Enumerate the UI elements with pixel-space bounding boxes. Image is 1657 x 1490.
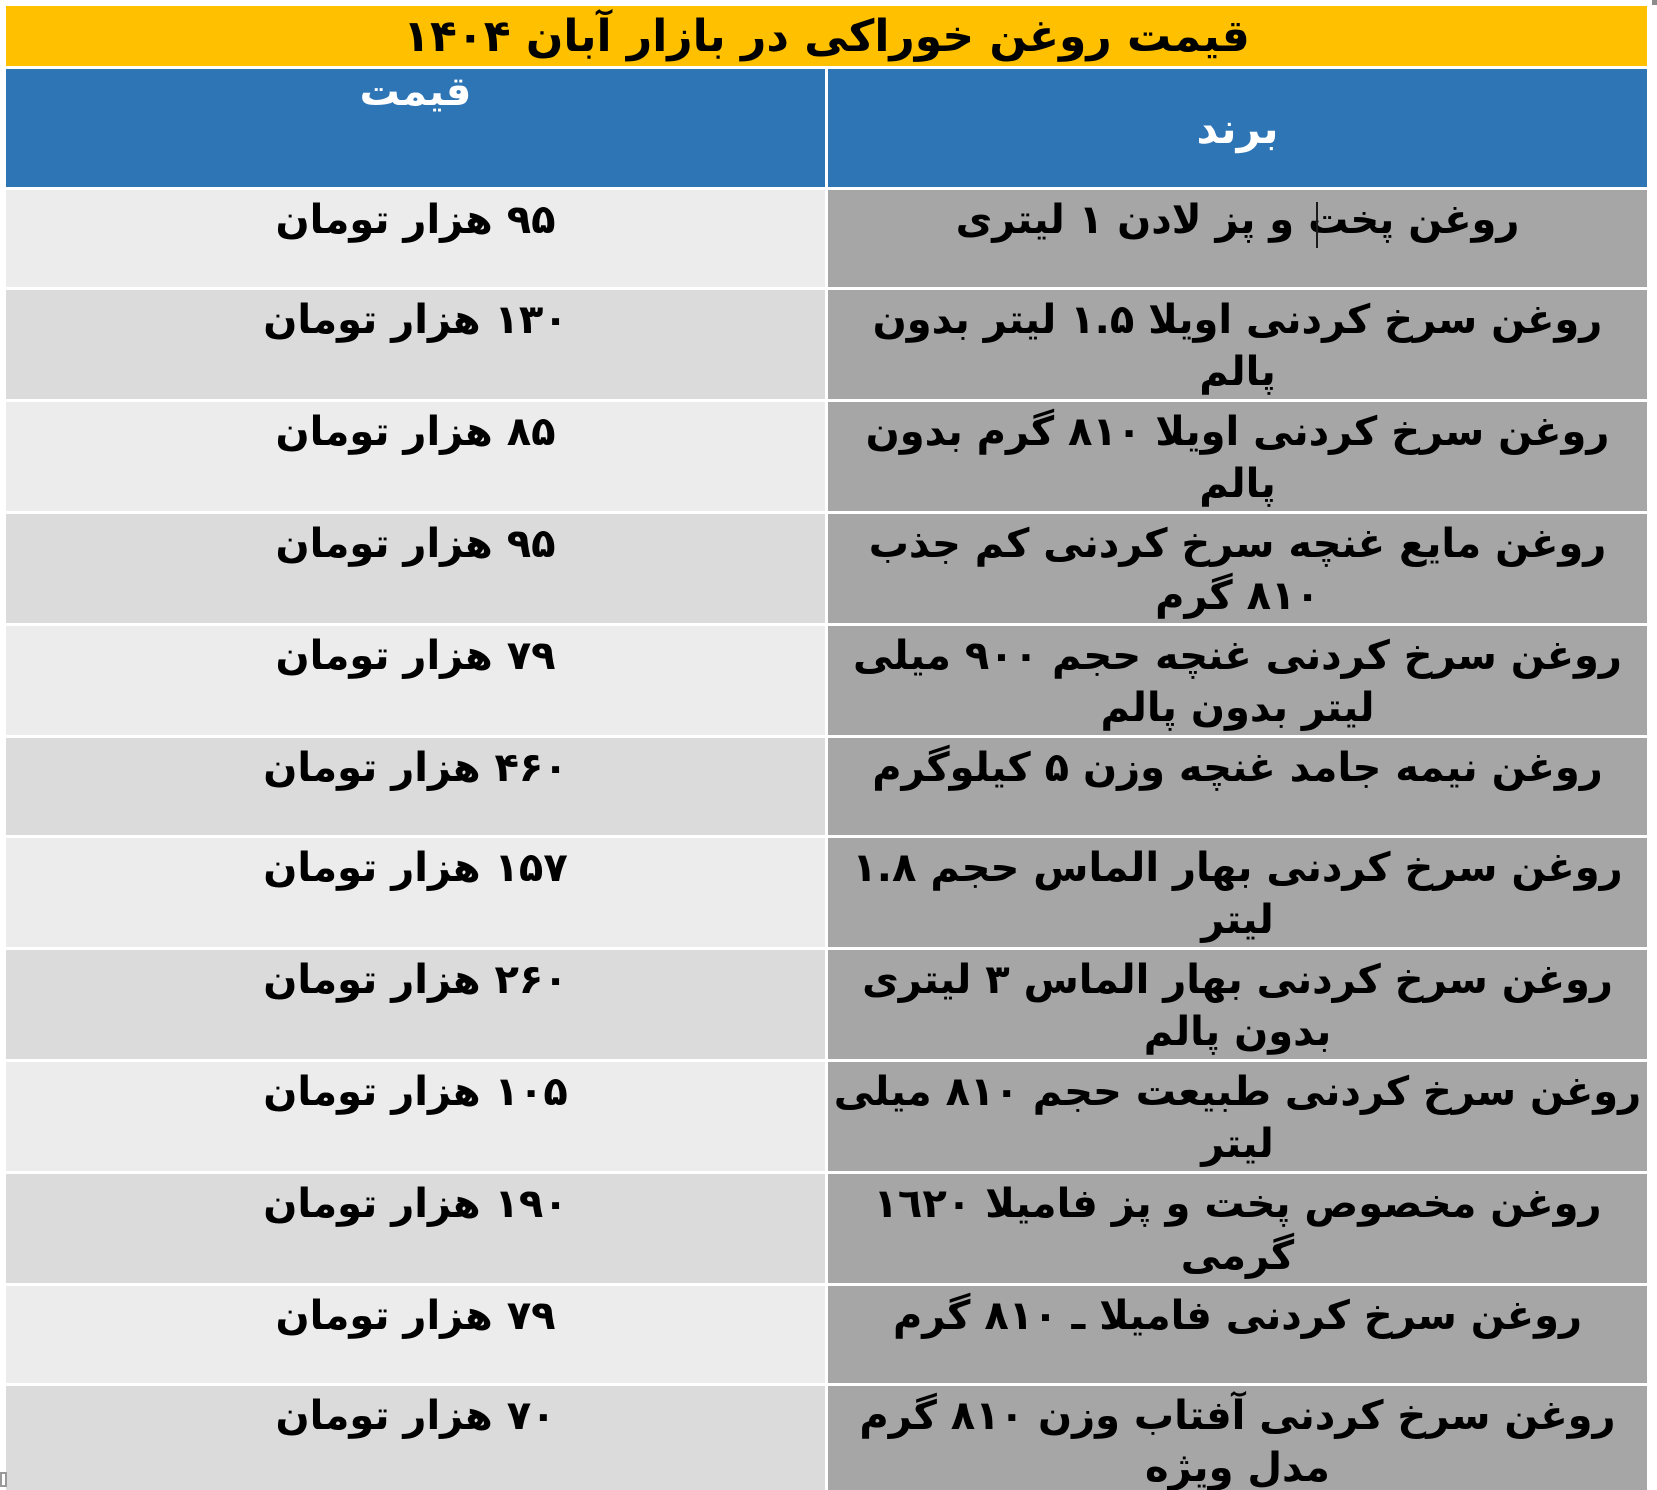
table-body: روغن پخت و پز لادن ۱ لیتری ۹۵ هزار تومان… — [6, 190, 1647, 1490]
screen-artifact-bottom-left — [0, 1472, 7, 1487]
brand-cell: روغن سرخ کردنی طبیعت حجم ۸۱۰ میلی لیتر — [828, 1062, 1647, 1171]
text-cursor — [1316, 202, 1318, 248]
price-cell: ۷۰ هزار تومان — [6, 1386, 825, 1490]
price-cell: ۹۵ هزار تومان — [6, 190, 825, 287]
table-row: روغن سرخ کردنی غنچه حجم ۹۰۰ میلی لیتر بد… — [6, 626, 1647, 735]
brand-cell: روغن پخت و پز لادن ۱ لیتری — [828, 190, 1647, 287]
table-row: روغن مایع غنچه سرخ کردنی کم جذب ۸۱۰ گرم … — [6, 514, 1647, 623]
table-row: روغن سرخ کردنی اویلا ۸۱۰ گرم بدون پالم ۸… — [6, 402, 1647, 511]
column-header-row: برند قیمت — [6, 69, 1647, 187]
table-row: روغن نیمه جامد غنچه وزن ۵ کیلوگرم ۴۶۰ هز… — [6, 738, 1647, 835]
brand-cell: روغن مخصوص پخت و پز فامیلا ١٦٢٠ گرمی — [828, 1174, 1647, 1283]
brand-cell: روغن سرخ کردنی اویلا ۸۱۰ گرم بدون پالم — [828, 402, 1647, 511]
price-cell: ۱۵۷ هزار تومان — [6, 838, 825, 947]
table-row: روغن سرخ کردنی بهار الماس ۳ لیتری بدون پ… — [6, 950, 1647, 1059]
table-row: روغن سرخ کردنی آفتاب وزن ۸۱۰ گرم مدل ویژ… — [6, 1386, 1647, 1490]
brand-cell: روغن سرخ کردنی غنچه حجم ۹۰۰ میلی لیتر بد… — [828, 626, 1647, 735]
price-cell: ۷۹ هزار تومان — [6, 1286, 825, 1383]
price-cell: ۱۹۰ هزار تومان — [6, 1174, 825, 1283]
price-cell: ۴۶۰ هزار تومان — [6, 738, 825, 835]
table-row: روغن مخصوص پخت و پز فامیلا ١٦٢٠ گرمی ۱۹۰… — [6, 1174, 1647, 1283]
oil-price-table: قیمت روغن خوراکی در بازار آبان ۱۴۰۴ برند… — [3, 3, 1650, 1490]
brand-cell: روغن سرخ کردنی بهار الماس ۳ لیتری بدون پ… — [828, 950, 1647, 1059]
table-row: روغن سرخ کردنی طبیعت حجم ۸۱۰ میلی لیتر ۱… — [6, 1062, 1647, 1171]
price-cell: ۸۵ هزار تومان — [6, 402, 825, 511]
column-header-brand: برند — [828, 69, 1647, 187]
table-row: روغن سرخ کردنی بهار الماس حجم ۱.۸ لیتر ۱… — [6, 838, 1647, 947]
screen-artifact-top-right — [1652, 0, 1657, 5]
title-row: قیمت روغن خوراکی در بازار آبان ۱۴۰۴ — [6, 6, 1647, 66]
brand-cell: روغن سرخ کردنی فامیلا ـ ۸۱۰ گرم — [828, 1286, 1647, 1383]
brand-cell: روغن سرخ کردنی بهار الماس حجم ۱.۸ لیتر — [828, 838, 1647, 947]
brand-cell: روغن سرخ کردنی اویلا ۱.۵ لیتر بدون پالم — [828, 290, 1647, 399]
brand-cell: روغن سرخ کردنی آفتاب وزن ۸۱۰ گرم مدل ویژ… — [828, 1386, 1647, 1490]
price-cell: ۲۶۰ هزار تومان — [6, 950, 825, 1059]
price-cell: ۱۳۰ هزار تومان — [6, 290, 825, 399]
price-cell: ۹۵ هزار تومان — [6, 514, 825, 623]
brand-cell: روغن نیمه جامد غنچه وزن ۵ کیلوگرم — [828, 738, 1647, 835]
price-cell: ۷۹ هزار تومان — [6, 626, 825, 735]
table-row: روغن سرخ کردنی فامیلا ـ ۸۱۰ گرم ۷۹ هزار … — [6, 1286, 1647, 1383]
table-row: روغن سرخ کردنی اویلا ۱.۵ لیتر بدون پالم … — [6, 290, 1647, 399]
column-header-price: قیمت — [6, 69, 825, 187]
table-title: قیمت روغن خوراکی در بازار آبان ۱۴۰۴ — [6, 6, 1647, 66]
brand-cell: روغن مایع غنچه سرخ کردنی کم جذب ۸۱۰ گرم — [828, 514, 1647, 623]
price-cell: ۱۰۵ هزار تومان — [6, 1062, 825, 1171]
table-row: روغن پخت و پز لادن ۱ لیتری ۹۵ هزار تومان — [6, 190, 1647, 287]
